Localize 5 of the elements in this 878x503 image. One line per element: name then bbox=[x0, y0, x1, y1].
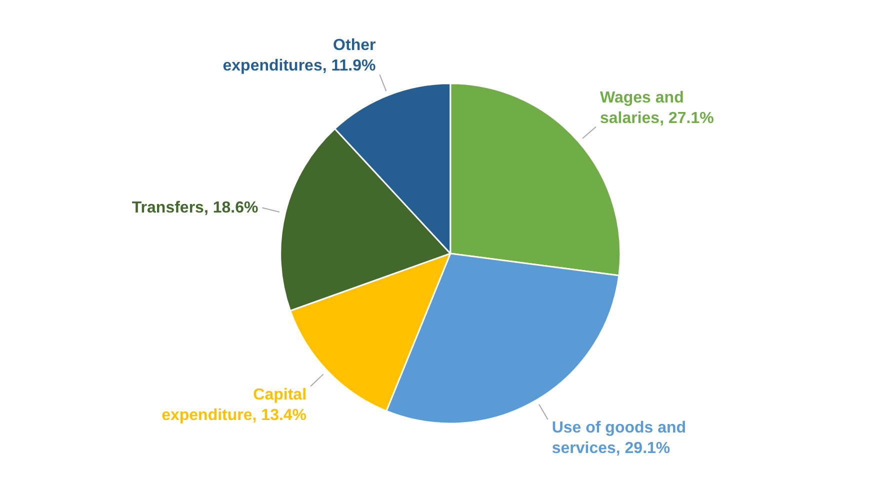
slice-label: Wages and salaries, 27.1% bbox=[600, 89, 714, 127]
slice-label: Use of goods and services, 29.1% bbox=[552, 419, 686, 457]
slice-label: Other expenditures, 11.9% bbox=[222, 37, 376, 75]
slice-label: Capital expenditure, 13.4% bbox=[162, 386, 307, 424]
slice-label: Transfers, 18.6% bbox=[132, 199, 258, 216]
